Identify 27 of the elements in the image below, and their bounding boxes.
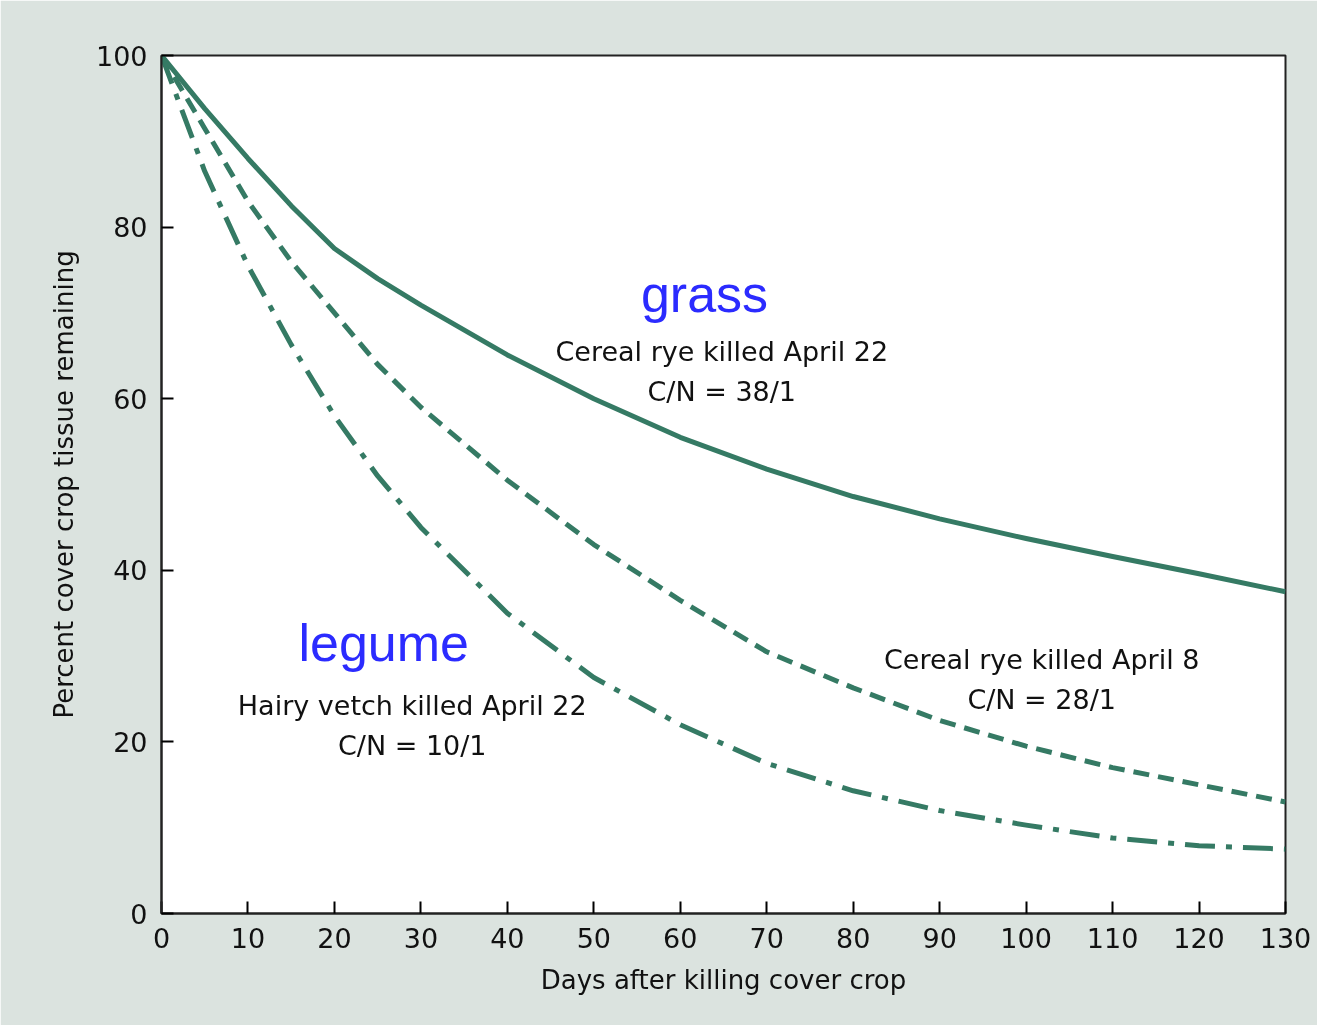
x-tick-label: 110 [1086, 922, 1139, 954]
y-tick-label: 60 [113, 383, 148, 415]
x-tick-label: 90 [922, 922, 957, 954]
x-tick-label: 10 [230, 922, 266, 954]
series-label: Cereal rye killed April 8 C/N = 28/1 [883, 643, 1200, 715]
x-tick-label: 100 [1000, 922, 1052, 954]
annotation: grass [640, 265, 769, 324]
x-tick-label: 120 [1173, 922, 1225, 954]
annotation: legume [298, 614, 469, 673]
x-tick-label: 0 [152, 922, 171, 954]
x-tick-label: 60 [663, 922, 698, 954]
x-tick-label: 30 [403, 922, 439, 954]
x-tick-label: 70 [749, 922, 784, 954]
y-axis-title: Percent cover crop tissue remaining [48, 250, 79, 719]
y-tick-label: 0 [130, 898, 148, 930]
series-label: Hairy vetch killed April 22 C/N = 10/1 [237, 689, 587, 762]
y-tick-label: 20 [113, 726, 148, 758]
x-tick-label: 40 [490, 922, 525, 954]
x-tick-label: 80 [836, 922, 871, 954]
series-label: Cereal rye killed April 22 C/N = 38/1 [555, 335, 889, 407]
y-tick-label: 100 [95, 40, 148, 72]
x-tick-label: 50 [576, 922, 611, 954]
x-tick-label: 130 [1259, 922, 1312, 954]
y-tick-label: 80 [113, 212, 148, 244]
x-axis-title: Days after killing cover crop [540, 964, 907, 995]
x-tick-label: 20 [317, 922, 352, 954]
y-tick-label: 40 [113, 555, 148, 587]
